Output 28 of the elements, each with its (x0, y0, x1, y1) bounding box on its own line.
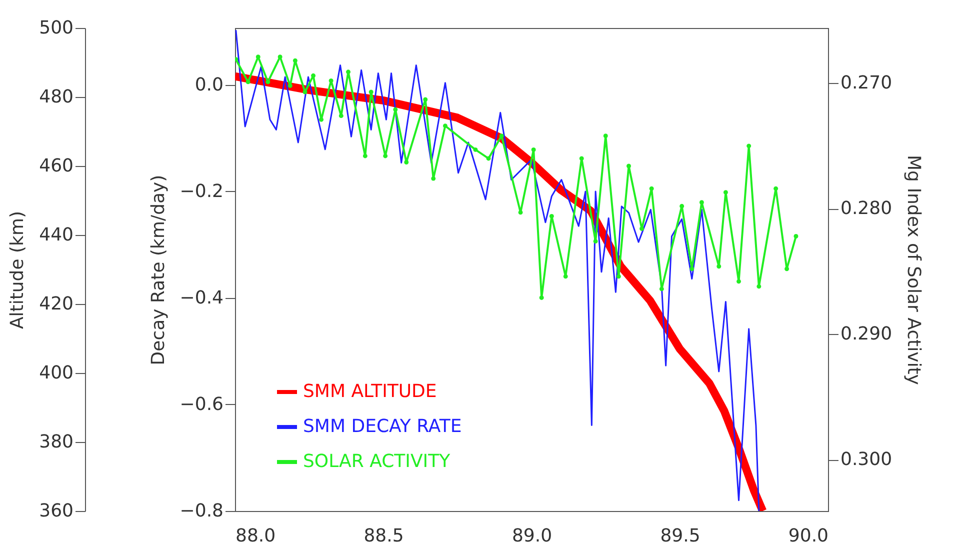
y-tick-label: 0.0 (194, 74, 224, 96)
y-tick-label: −0.2 (180, 180, 224, 202)
y3-axis-title: Altitude (km) (7, 210, 28, 330)
x-tick-label: 88.0 (236, 526, 276, 546)
y-axis-title: Decay Rate (km/day) (148, 174, 169, 366)
legend-label: SMM DECAY RATE (303, 416, 462, 437)
y3-tick-label: 440 (39, 224, 74, 246)
y3-tick-label: 500 (39, 18, 74, 38)
y3-tick-label: 420 (39, 294, 74, 314)
y3-tick-label: 380 (39, 432, 74, 452)
x-tick-label: 89.5 (660, 526, 700, 546)
y3-tick-label: 460 (39, 156, 74, 176)
y2-tick-label: 0.300 (840, 449, 892, 470)
y3-tick-label: 480 (39, 86, 74, 108)
legend-label: SMM ALTITUDE (303, 381, 437, 402)
x-tick-label: 90.0 (788, 526, 828, 546)
y-tick-label: −0.4 (180, 287, 224, 308)
y3-tick-label: 360 (39, 500, 74, 522)
y-tick-label: −0.6 (180, 394, 224, 415)
y2-tick-label: 0.270 (840, 72, 892, 94)
y2-axis-title: Mg Index of Solar Activity (903, 155, 924, 386)
y-tick-label: −0.8 (180, 500, 224, 522)
y3-tick-label: 400 (39, 362, 74, 384)
x-tick-label: 88.5 (364, 526, 404, 546)
x-tick-label: 89.0 (512, 526, 552, 546)
y2-tick-label: 0.280 (840, 198, 892, 220)
legend-label: SOLAR ACTIVITY (303, 451, 452, 472)
y2-tick-label: 0.290 (840, 324, 892, 345)
